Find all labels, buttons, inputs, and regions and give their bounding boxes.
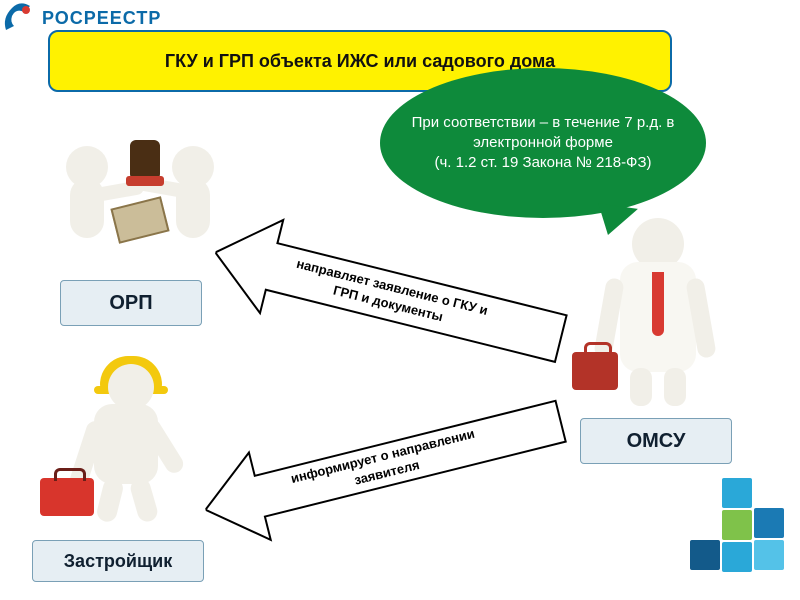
briefcase-icon bbox=[572, 352, 618, 390]
orp-figure-icon bbox=[60, 140, 220, 260]
corner-decoration-icon bbox=[668, 478, 788, 588]
arrow-omsu-to-orp: направляет заявление о ГКУ и ГРП и докум… bbox=[201, 194, 579, 398]
omsu-label-box: ОМСУ bbox=[580, 418, 732, 464]
title-text: ГКУ и ГРП объекта ИЖС или садового дома bbox=[165, 51, 555, 72]
worker-icon bbox=[50, 360, 210, 530]
slide-stage: РОСРЕЕСТР ГКУ и ГРП объекта ИЖС или садо… bbox=[0, 0, 800, 600]
developer-label-box: Застройщик bbox=[32, 540, 204, 582]
brand-name: РОСРЕЕСТР bbox=[42, 8, 161, 29]
toolbox-icon bbox=[40, 478, 94, 516]
omsu-figure-icon bbox=[570, 218, 740, 408]
speech-line2: (ч. 1.2 ст. 19 Закона № 218-ФЗ) bbox=[398, 153, 688, 173]
developer-figure-icon bbox=[50, 360, 210, 530]
speech-text: При соответствии – в течение 7 р.д. в эл… bbox=[398, 113, 688, 174]
rosreestr-logo-icon bbox=[0, 0, 36, 36]
orp-label-box: ОРП bbox=[60, 280, 202, 326]
stamp-icon bbox=[130, 140, 160, 180]
businessman-icon bbox=[570, 218, 740, 408]
orp-label: ОРП bbox=[109, 292, 152, 315]
omsu-label: ОМСУ bbox=[627, 430, 686, 453]
speech-line1: При соответствии – в течение 7 р.д. в эл… bbox=[398, 113, 688, 154]
developer-label: Застройщик bbox=[64, 551, 172, 572]
speech-bubble: При соответствии – в течение 7 р.д. в эл… bbox=[380, 68, 706, 218]
arrow-omsu-to-developer: информирует о направлении заявителя bbox=[192, 367, 578, 563]
